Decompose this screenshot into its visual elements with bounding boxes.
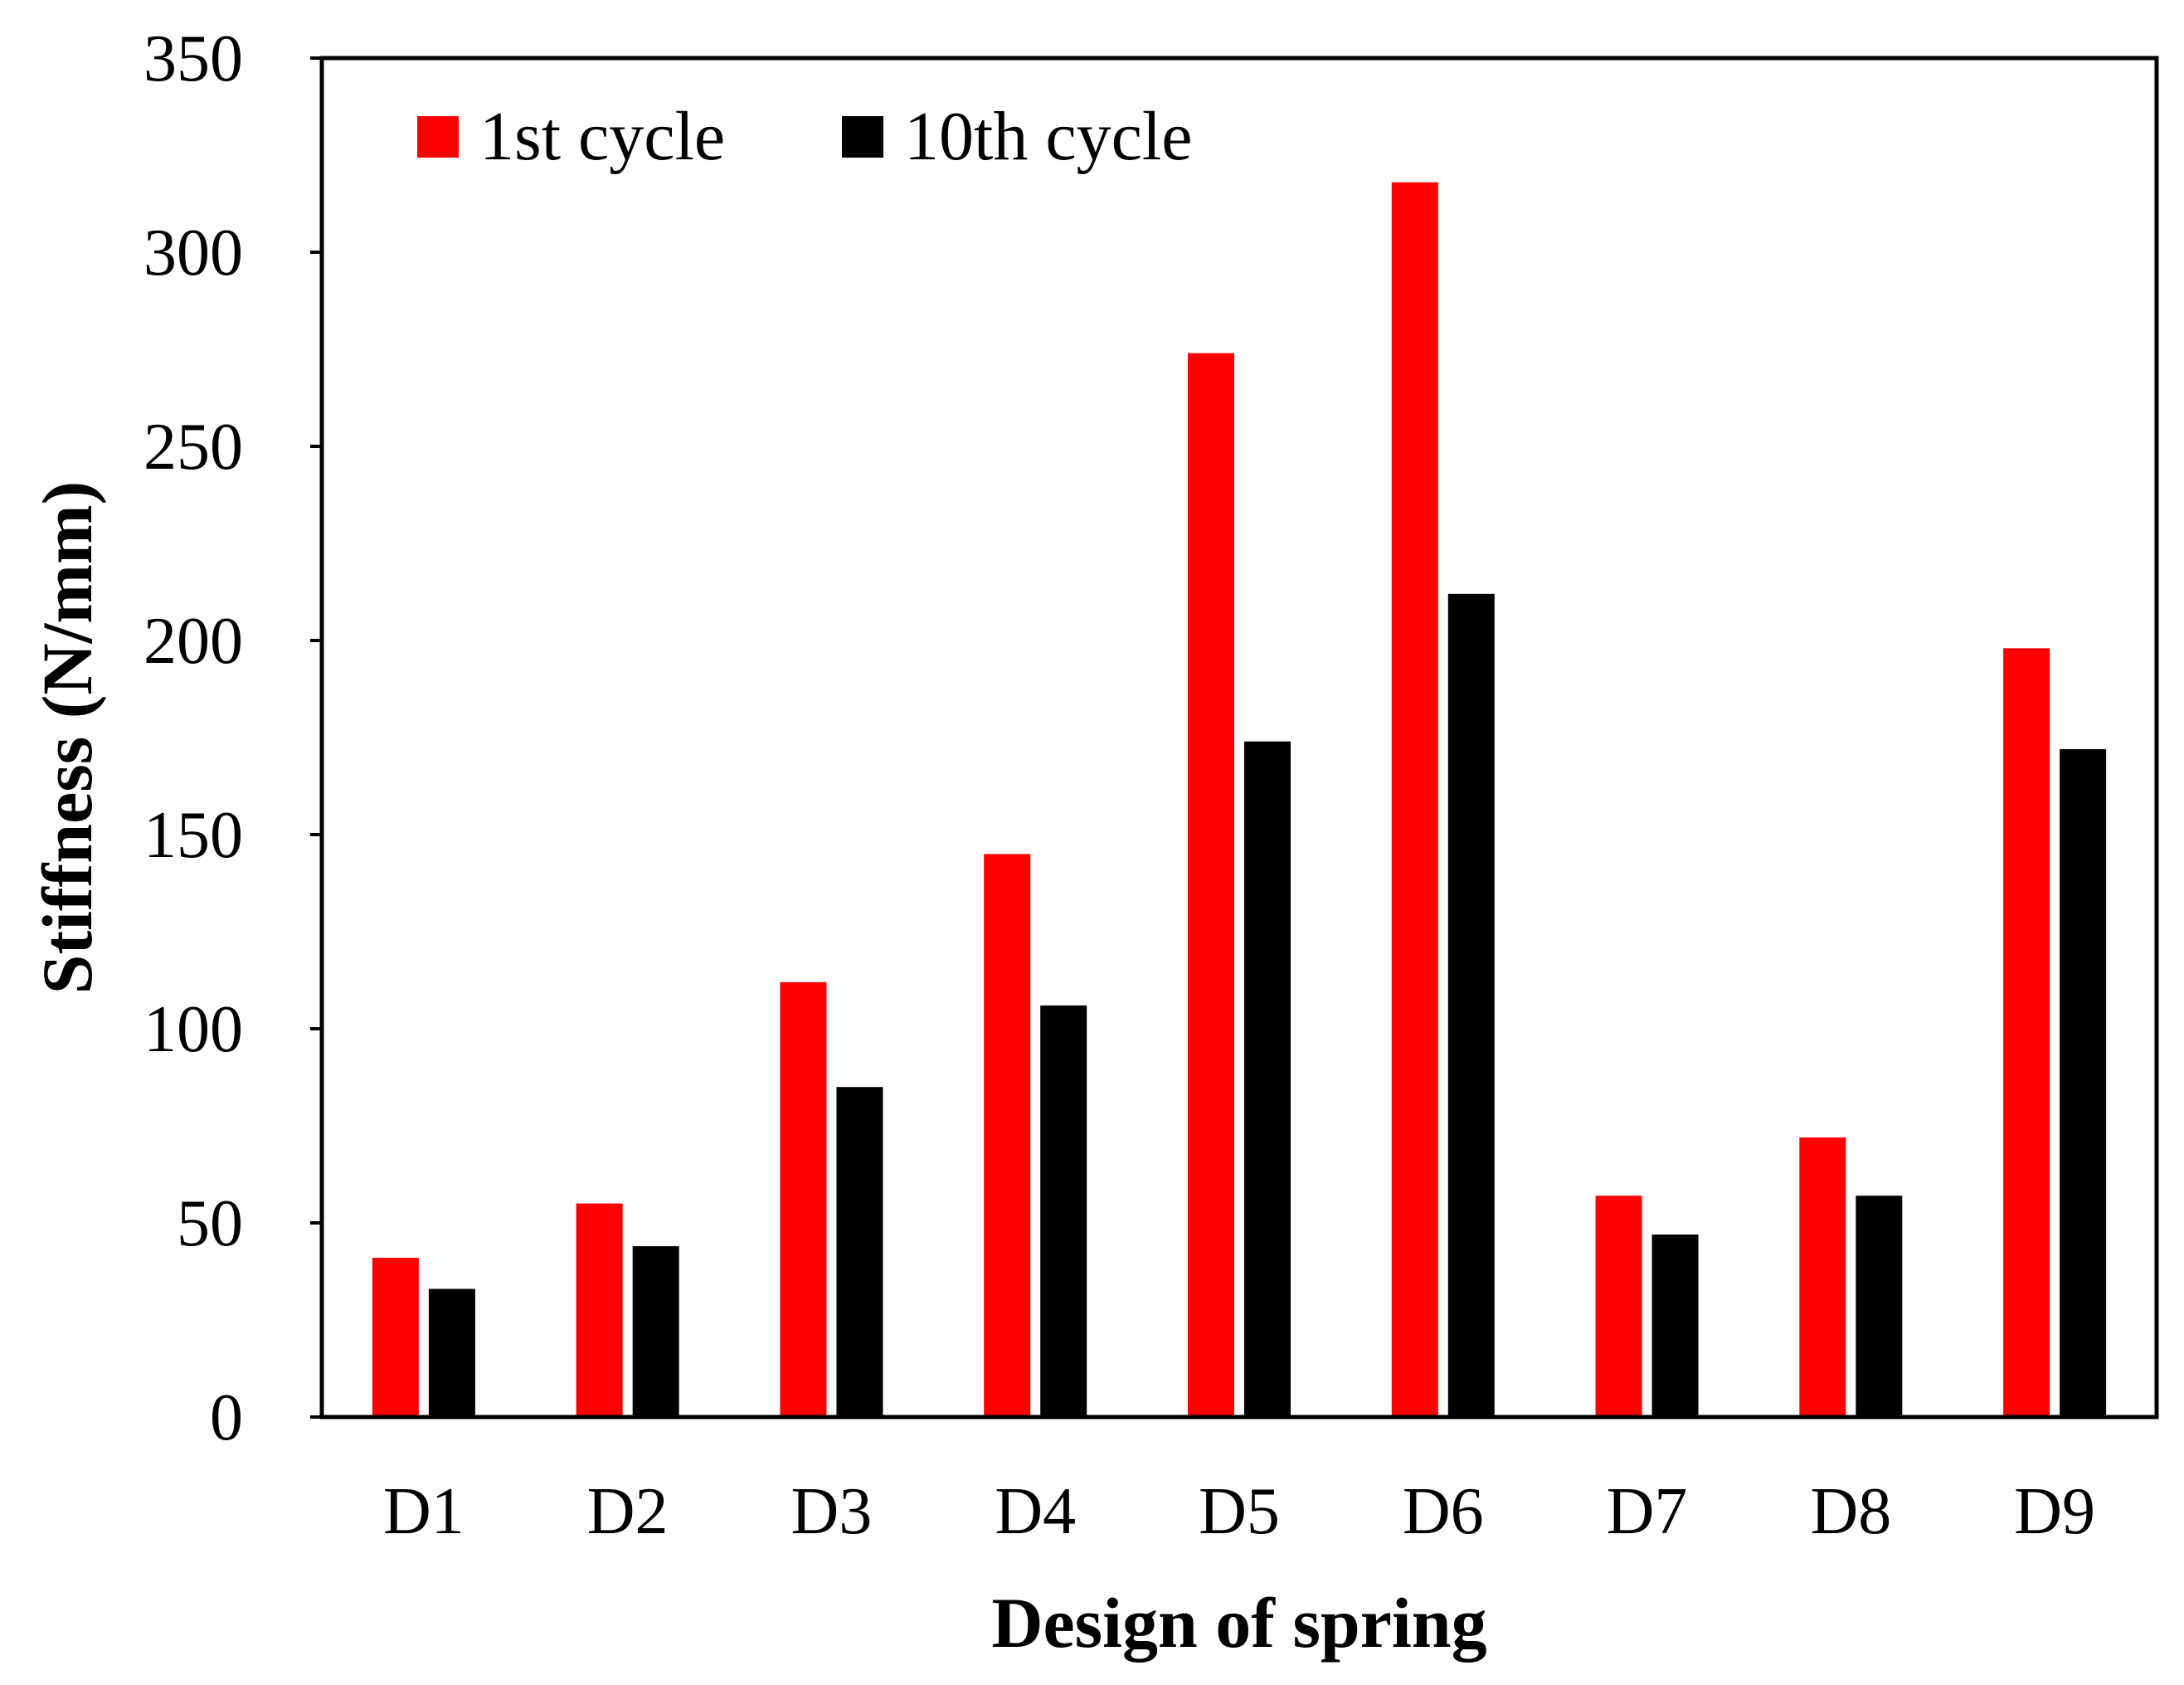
bar-1st-cycle-d9 (2003, 648, 2050, 1417)
bar-10th-cycle-d5 (1244, 741, 1291, 1417)
x-tick-label-d4: D4 (995, 1475, 1076, 1548)
x-axis-ticks: D1 D2 D3 D4 D5 D6 D7 D8 D9 (383, 1475, 2095, 1548)
x-tick-label-d1: D1 (383, 1475, 465, 1548)
bar-10th-cycle-d1 (428, 1288, 475, 1417)
bar-10th-cycle-d4 (1040, 1005, 1087, 1417)
bar-1st-cycle-d1 (372, 1258, 419, 1417)
legend-label-1st-cycle: 1st cycle (479, 98, 725, 175)
legend-swatch-1st-cycle (417, 116, 459, 158)
x-tick-label-d9: D9 (2014, 1475, 2095, 1548)
legend: 1st cycle 10th cycle (417, 98, 1193, 175)
bar-1st-cycle-d6 (1391, 182, 1438, 1417)
y-tick-label-0: 0 (210, 1381, 243, 1454)
legend-swatch-10th-cycle (842, 116, 883, 158)
bar-1st-cycle-d7 (1595, 1196, 1642, 1417)
bar-10th-cycle-d7 (1651, 1235, 1699, 1417)
plot-frame (319, 56, 2159, 1420)
x-tick-label-d6: D6 (1403, 1475, 1484, 1548)
bar-10th-cycle-d2 (632, 1246, 679, 1417)
x-tick-label-d3: D3 (791, 1475, 873, 1548)
x-axis-title: Design of spring (991, 1583, 1486, 1663)
bars-layer (372, 182, 2107, 1418)
y-tick-label-300: 300 (143, 217, 243, 290)
bar-1st-cycle-d8 (1799, 1137, 1846, 1417)
y-tick-label-50: 50 (177, 1187, 243, 1260)
y-axis-ticks: 0 50 100 150 200 250 300 350 (143, 22, 322, 1454)
bar-10th-cycle-d3 (836, 1087, 883, 1417)
y-axis-title: Stiffness (N/mm) (27, 481, 107, 995)
x-tick-label-d7: D7 (1607, 1475, 1688, 1548)
bar-10th-cycle-d6 (1447, 593, 1495, 1417)
y-tick-label-150: 150 (143, 799, 243, 872)
x-tick-label-d2: D2 (587, 1475, 669, 1548)
legend-label-10th-cycle: 10th cycle (904, 98, 1193, 175)
y-tick-label-100: 100 (143, 993, 243, 1066)
y-tick-label-350: 350 (143, 22, 243, 95)
x-tick-label-d5: D5 (1199, 1475, 1280, 1548)
bar-1st-cycle-d3 (780, 981, 827, 1417)
bar-1st-cycle-d4 (984, 854, 1031, 1417)
x-tick-label-d8: D8 (1810, 1475, 1891, 1548)
y-tick-label-250: 250 (143, 411, 243, 484)
bar-1st-cycle-d2 (576, 1203, 623, 1417)
y-tick-label-200: 200 (143, 605, 243, 678)
bar-10th-cycle-d8 (1856, 1196, 1903, 1417)
bar-10th-cycle-d9 (2060, 749, 2107, 1417)
bar-1st-cycle-d5 (1188, 353, 1234, 1418)
